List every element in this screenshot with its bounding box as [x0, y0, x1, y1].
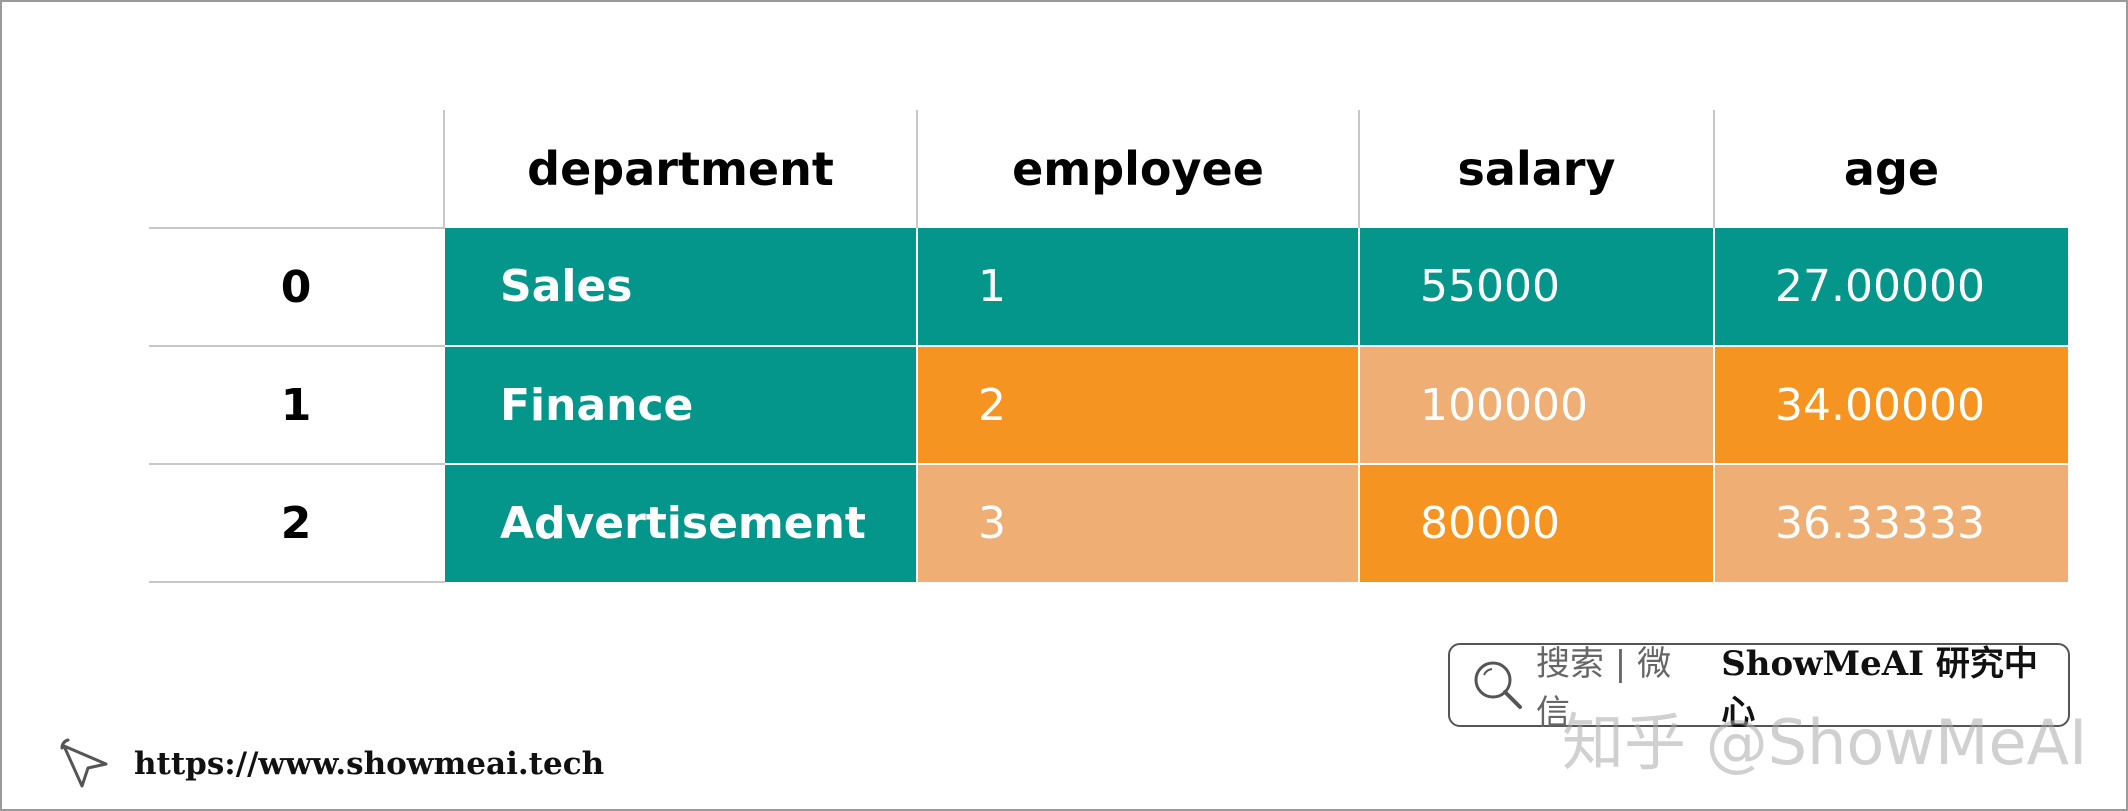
- index-header: [149, 110, 444, 228]
- cell-salary: 80000: [1358, 463, 1714, 582]
- badge-brand: ShowMeAI 研究中心: [1721, 644, 2038, 733]
- cell-salary: 100000: [1358, 345, 1714, 464]
- dataframe-table: department employee salary age 0 Sales 1…: [149, 110, 2068, 583]
- zhihu-watermark: 知乎 @ShowMeAI: [1562, 706, 2088, 779]
- cursor-icon: [58, 736, 114, 792]
- cell-age: 36.33333: [1713, 463, 2068, 582]
- cell-age: 27.00000: [1713, 228, 2068, 346]
- cell-department: Sales: [443, 228, 917, 346]
- column-header-age: age: [1713, 110, 2068, 228]
- cell-employee: 1: [916, 228, 1359, 346]
- cell-employee: 3: [916, 463, 1359, 582]
- cell-department: Advertisement: [443, 463, 917, 582]
- row-index: 2: [149, 463, 444, 583]
- footer-url[interactable]: https://www.showmeai.tech: [134, 746, 605, 782]
- row-index: 1: [149, 345, 444, 465]
- row-index: 0: [149, 227, 444, 347]
- cell-age: 34.00000: [1713, 345, 2068, 464]
- search-icon: [1470, 657, 1526, 713]
- column-header-employee: employee: [916, 110, 1359, 228]
- cell-salary: 55000: [1358, 228, 1714, 346]
- table-row: 0 Sales 1 55000 27.00000: [149, 227, 2068, 347]
- table-row: 1 Finance 2 100000 34.00000: [149, 345, 2068, 465]
- wechat-search-badge: 搜索 | 微信 ShowMeAI 研究中心: [1448, 643, 2070, 733]
- table-row: 2 Advertisement 3 80000 36.33333: [149, 463, 2068, 583]
- cell-department: Finance: [443, 345, 917, 464]
- header-row: department employee salary age: [149, 110, 2068, 228]
- column-header-salary: salary: [1358, 110, 1714, 228]
- cell-employee: 2: [916, 345, 1359, 464]
- badge-search-text: 搜索 | 微信: [1536, 644, 1672, 733]
- footer-link[interactable]: https://www.showmeai.tech: [58, 734, 604, 794]
- column-header-department: department: [443, 110, 917, 228]
